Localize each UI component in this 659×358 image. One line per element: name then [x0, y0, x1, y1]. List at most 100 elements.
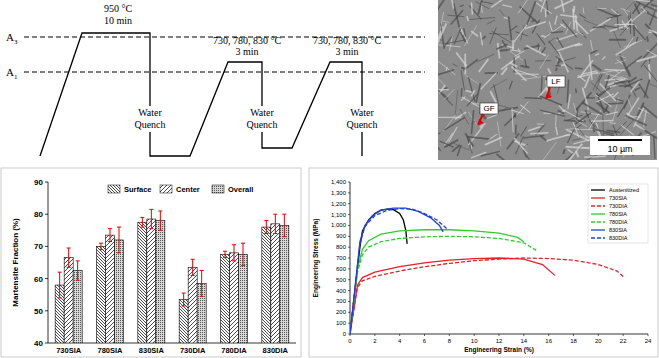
texture — [524, 97, 542, 99]
series-line — [350, 258, 555, 334]
y-tick-label: 1,400 — [331, 179, 347, 185]
texture — [480, 32, 482, 45]
micrograph — [438, 0, 657, 160]
texture — [559, 52, 568, 73]
x-tick-label: 18 — [570, 338, 577, 344]
texture — [615, 99, 623, 102]
error-bar — [241, 243, 245, 266]
texture — [537, 124, 545, 125]
bar — [156, 221, 165, 343]
texture — [504, 115, 515, 126]
y-tick-label: 50 — [34, 307, 43, 316]
error-bar — [191, 259, 195, 275]
texture — [455, 90, 457, 115]
texture — [595, 53, 599, 55]
texture — [454, 28, 461, 44]
y-tick — [348, 214, 350, 215]
texture — [636, 37, 637, 42]
x-tick-label: 830DIA — [263, 346, 289, 355]
legend-label: 780DIA — [609, 219, 628, 225]
x-tick-label: 0 — [348, 338, 352, 344]
micro-arrow — [478, 114, 483, 125]
scalebar-box — [590, 136, 650, 155]
texture — [504, 17, 508, 18]
texture — [613, 125, 617, 135]
texture — [548, 38, 555, 44]
bar — [230, 253, 239, 343]
bar — [262, 227, 271, 343]
texture — [509, 16, 512, 40]
micro-label-box — [547, 76, 565, 87]
bar — [73, 271, 82, 343]
y-tick — [45, 343, 48, 344]
texture — [585, 75, 590, 88]
texture — [654, 136, 655, 158]
texture — [580, 60, 593, 76]
texture — [613, 97, 619, 121]
texture — [542, 47, 546, 53]
texture — [461, 29, 462, 35]
legend-swatch — [591, 205, 605, 206]
scalebar — [598, 139, 642, 141]
texture — [520, 66, 529, 68]
error-bar — [223, 251, 227, 257]
x-tick-label: 14 — [520, 338, 527, 344]
texture — [596, 70, 618, 74]
texture — [538, 47, 540, 52]
texture — [575, 21, 588, 34]
texture — [624, 79, 642, 87]
texture — [578, 75, 586, 81]
texture — [567, 80, 568, 103]
texture — [575, 89, 577, 93]
x-tick-label: 16 — [545, 338, 552, 344]
x-tick-label: 780DIA — [221, 346, 247, 355]
y-tick — [45, 246, 48, 247]
x-tick — [374, 334, 375, 336]
x-tick-label: 24 — [645, 338, 652, 344]
step-time: 10 min — [104, 15, 132, 26]
texture — [438, 144, 441, 151]
y-tick — [348, 258, 350, 259]
texture — [558, 110, 565, 114]
texture — [558, 110, 565, 113]
texture — [584, 20, 607, 30]
micrograph-bg — [438, 0, 657, 160]
texture — [646, 36, 649, 42]
texture — [537, 34, 545, 45]
y-tick — [348, 301, 350, 302]
y-tick-label: 800 — [336, 244, 347, 250]
error-bar — [264, 221, 268, 234]
texture — [470, 17, 496, 19]
y-tick — [348, 203, 350, 204]
quench-bg — [132, 106, 168, 132]
y-tick — [45, 214, 48, 215]
texture — [591, 120, 614, 122]
texture — [635, 124, 644, 130]
texture — [518, 0, 532, 13]
texture — [620, 8, 630, 12]
bar — [138, 222, 147, 343]
quench-label: Quench — [134, 119, 165, 130]
texture — [613, 30, 621, 48]
bar — [280, 225, 289, 343]
y-tick-label: 1,000 — [331, 222, 347, 228]
texture — [574, 103, 577, 113]
texture — [592, 64, 601, 70]
y-tick — [348, 225, 350, 226]
bar — [64, 258, 73, 343]
texture — [649, 84, 657, 90]
texture — [514, 113, 516, 117]
texture — [494, 84, 499, 102]
error-bar — [200, 271, 204, 297]
texture — [536, 3, 552, 14]
x-tick — [548, 334, 549, 336]
texture — [617, 60, 623, 65]
texture — [512, 108, 513, 132]
texture — [564, 134, 570, 136]
quench-bg — [244, 106, 280, 132]
y-tick-label: 60 — [34, 275, 43, 284]
texture — [618, 55, 625, 58]
micro-arrowhead — [478, 119, 484, 125]
legend-swatch — [160, 185, 172, 193]
quench-bg — [344, 106, 380, 132]
